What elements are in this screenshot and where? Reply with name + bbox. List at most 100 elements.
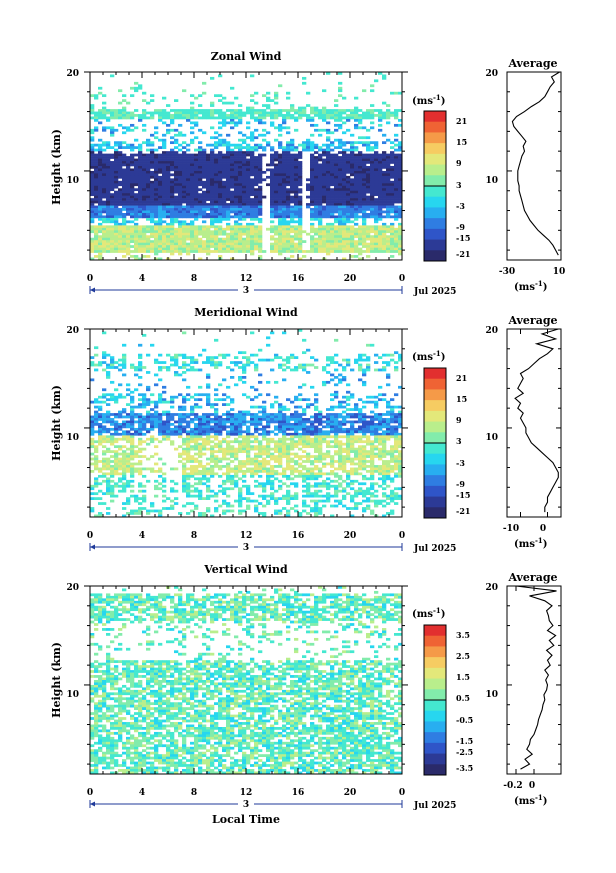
heatmap-cell — [98, 440, 103, 444]
heatmap-cell — [270, 109, 275, 112]
heatmap-cell — [362, 427, 367, 431]
heatmap-cell — [394, 188, 399, 192]
heatmap-cell — [166, 435, 171, 439]
heatmap-cell — [118, 200, 123, 204]
heatmap-cell — [286, 190, 291, 194]
heatmap-cell — [374, 227, 379, 231]
heatmap-cell — [226, 242, 231, 246]
heatmap-cell — [138, 166, 143, 169]
heatmap-cell — [342, 215, 347, 219]
heatmap-cell — [130, 173, 135, 177]
heatmap-cell — [146, 410, 151, 414]
heatmap-cell — [338, 168, 343, 172]
heatmap-cell — [306, 205, 311, 209]
heatmap-cell — [174, 198, 179, 201]
heatmap-cell — [122, 415, 127, 419]
heatmap-cell — [202, 247, 207, 251]
heatmap-cell — [142, 432, 147, 436]
heatmap-cell — [154, 161, 159, 164]
heatmap-cell — [230, 168, 235, 172]
heatmap-cell — [366, 170, 371, 174]
heatmap-cell — [254, 230, 259, 234]
heatmap-cell — [98, 210, 103, 214]
heatmap-cell — [182, 109, 187, 112]
heatmap-cell — [326, 440, 331, 444]
heatmap-cell — [102, 116, 107, 120]
heatmap-cell — [274, 166, 279, 169]
heatmap-cell — [102, 227, 107, 231]
heatmap-cell — [218, 166, 223, 169]
heatmap-cell — [206, 208, 211, 211]
heatmap-cell — [314, 178, 319, 182]
heatmap-cell — [198, 198, 203, 201]
heatmap-cell — [226, 148, 231, 152]
heatmap-cell — [114, 237, 119, 241]
heatmap-cell — [246, 237, 251, 241]
heatmap-cell — [350, 178, 355, 182]
heatmap-cell — [162, 143, 167, 147]
heatmap-cell — [246, 363, 251, 367]
heatmap-cell — [242, 413, 247, 416]
heatmap-cell — [198, 195, 203, 199]
heatmap-cell — [174, 173, 179, 177]
heatmap-cell — [158, 195, 163, 199]
heatmap-cell — [370, 415, 375, 419]
heatmap-cell — [262, 104, 267, 107]
heatmap-cell — [322, 143, 327, 147]
heatmap-cell — [274, 151, 279, 154]
heatmap-cell — [254, 423, 259, 426]
heatmap-cell — [278, 190, 283, 194]
heatmap-cell — [286, 361, 291, 364]
heatmap-cell — [154, 230, 159, 234]
heatmap-cell — [278, 437, 283, 441]
heatmap-cell — [350, 195, 355, 199]
heatmap-cell — [202, 427, 207, 431]
heatmap-cell — [386, 361, 391, 364]
heatmap-cell — [174, 232, 179, 236]
heatmap-cell — [290, 168, 295, 172]
heatmap-cell — [118, 242, 123, 246]
heatmap-cell — [322, 205, 327, 209]
zonal-axis-ticks — [84, 71, 408, 260]
heatmap-cell — [162, 141, 167, 145]
heatmap-cell — [254, 91, 259, 95]
heatmap-cell — [206, 168, 211, 172]
heatmap-cell — [214, 180, 219, 184]
heatmap-cell — [182, 111, 187, 115]
heatmap-cell — [262, 114, 267, 117]
heatmap-cell — [266, 168, 271, 172]
heatmap-cell — [238, 237, 243, 241]
heatmap-cell — [362, 195, 367, 199]
heatmap-cell — [126, 230, 131, 234]
heatmap-cell — [350, 393, 355, 397]
heatmap-cell — [166, 415, 171, 419]
heatmap-cell — [102, 163, 107, 167]
heatmap-cell — [158, 180, 163, 184]
heatmap-cell — [230, 114, 235, 117]
heatmap-cell — [114, 116, 119, 120]
heatmap-cell — [322, 198, 327, 201]
heatmap-cell — [194, 242, 199, 246]
heatmap-cell — [170, 217, 175, 221]
heatmap-cell — [118, 190, 123, 194]
heatmap-cell — [174, 358, 179, 362]
heatmap-cell — [154, 413, 159, 416]
heatmap-cell — [246, 136, 251, 140]
heatmap-cell — [130, 210, 135, 214]
heatmap-cell — [330, 427, 335, 431]
heatmap-cell — [370, 146, 375, 149]
heatmap-cell — [302, 410, 307, 414]
heatmap-cell — [242, 203, 247, 206]
heatmap-cell — [258, 121, 263, 125]
heatmap-cell — [230, 148, 235, 152]
heatmap-cell — [138, 210, 143, 214]
heatmap-cell — [330, 247, 335, 251]
heatmap-cell — [110, 114, 115, 117]
heatmap-cell — [234, 430, 239, 434]
heatmap-cell — [202, 109, 207, 112]
heatmap-cell — [270, 420, 275, 424]
heatmap-cell — [382, 170, 387, 174]
heatmap-cell — [390, 240, 395, 243]
heatmap-cell — [370, 156, 375, 159]
heatmap-cell — [166, 430, 171, 434]
